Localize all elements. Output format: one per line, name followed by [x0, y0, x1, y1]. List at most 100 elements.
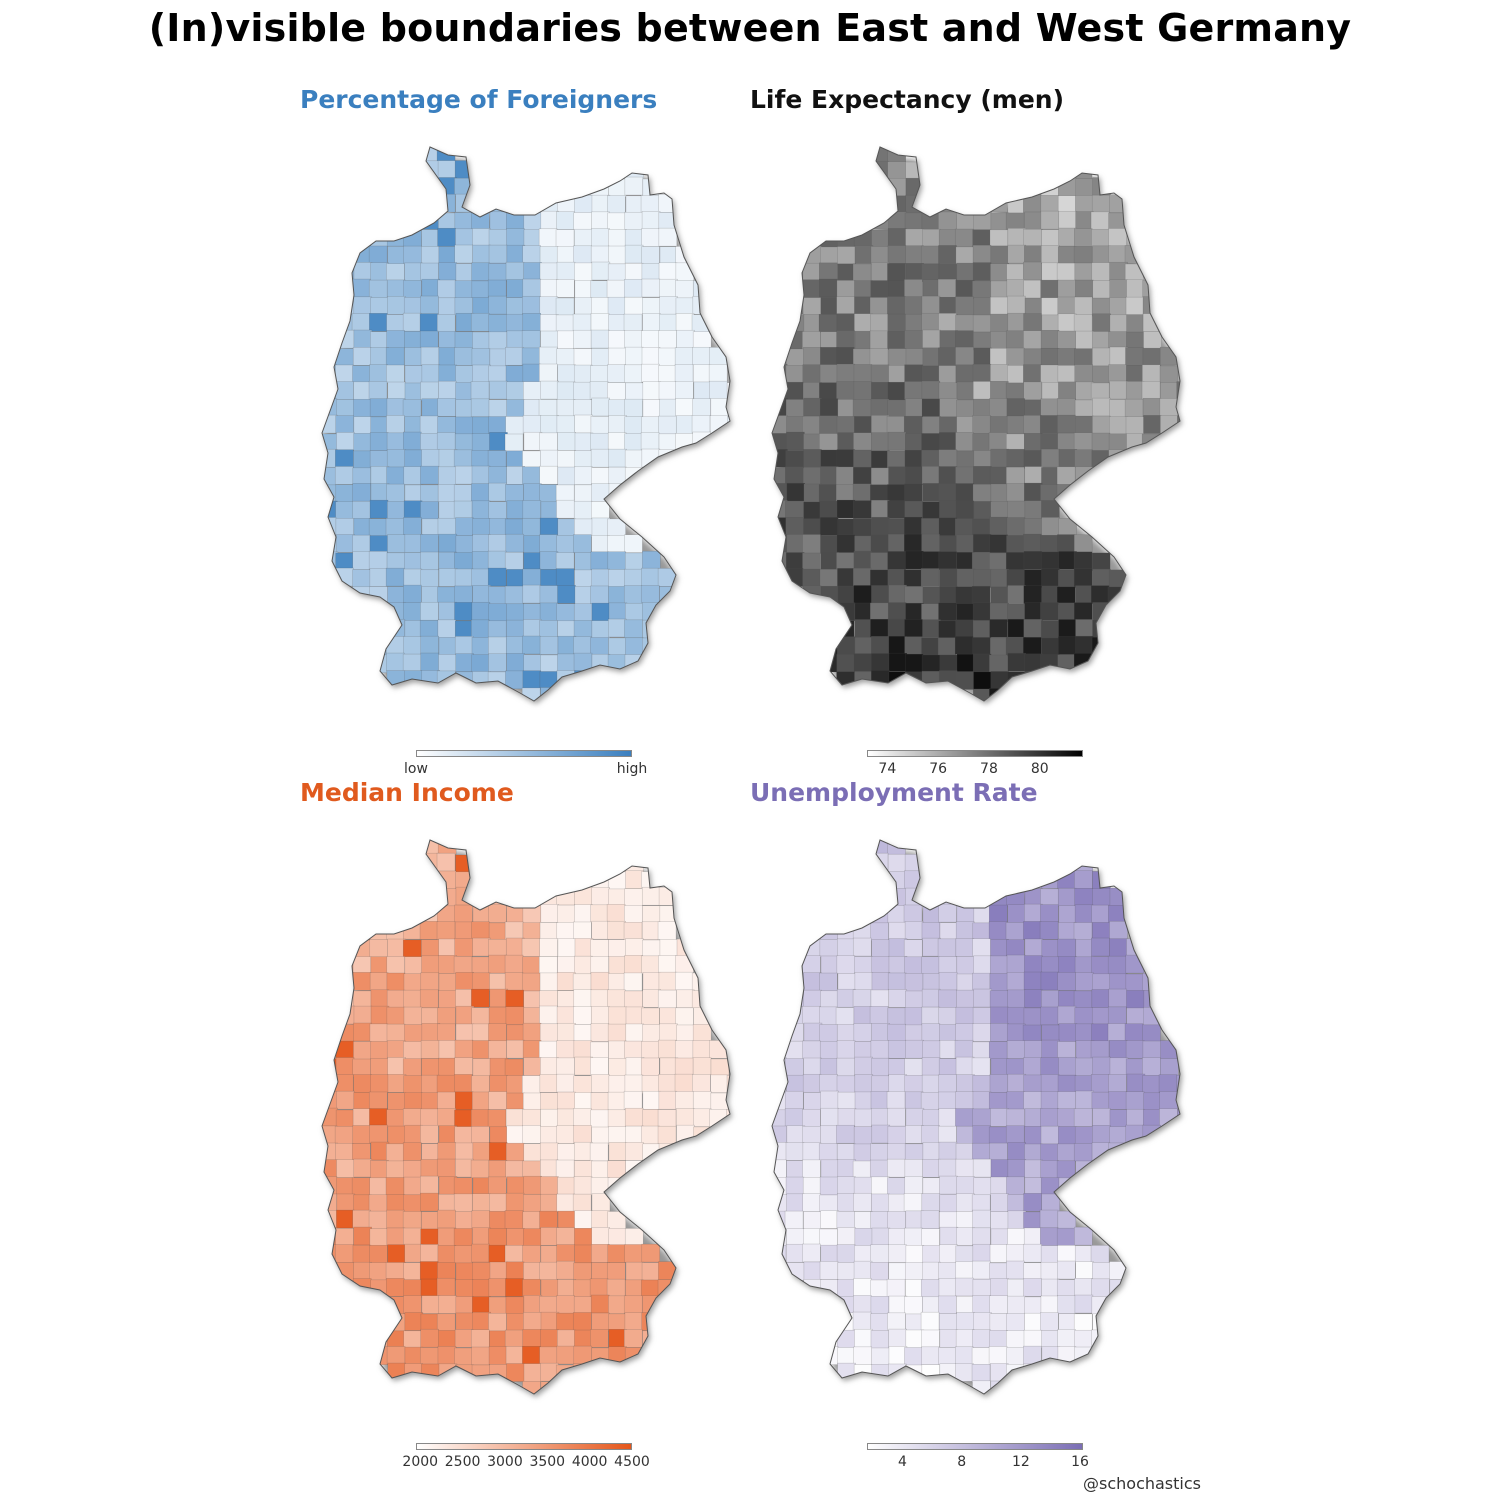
district-cell	[772, 1092, 788, 1111]
district-cell	[956, 211, 975, 230]
district-cell	[402, 1058, 422, 1077]
district-cell	[989, 637, 1009, 657]
district-cell	[1006, 279, 1026, 298]
district-cell	[370, 989, 390, 1009]
district-cell	[784, 330, 804, 350]
district-cell	[1143, 331, 1162, 350]
district-cell	[820, 1090, 839, 1110]
district-cell	[522, 1125, 541, 1144]
district-cell	[641, 1262, 661, 1281]
district-cell	[921, 670, 941, 690]
district-cell	[955, 466, 974, 486]
district-cell	[436, 921, 456, 940]
district-cell	[1074, 228, 1093, 247]
district-cell	[487, 567, 507, 587]
district-cell	[351, 1177, 371, 1196]
district-cell	[624, 364, 643, 384]
district-cell	[1058, 381, 1077, 401]
district-cell	[437, 840, 457, 855]
district-cell	[903, 533, 923, 553]
district-cell	[368, 1194, 388, 1213]
district-cell	[369, 654, 389, 674]
district-cell	[972, 637, 992, 656]
district-cell	[608, 1058, 627, 1077]
district-cell	[922, 1040, 941, 1060]
district-cell	[623, 1090, 643, 1110]
district-cell	[922, 329, 941, 349]
district-cell	[803, 449, 822, 468]
district-cell	[938, 551, 958, 570]
district-cell	[573, 534, 592, 553]
district-cell	[785, 1023, 804, 1042]
district-cell	[470, 312, 490, 332]
district-cell	[608, 330, 627, 349]
district-cell	[938, 347, 957, 366]
district-cell	[1073, 922, 1093, 941]
district-cell	[1074, 1278, 1093, 1297]
district-cell	[1091, 1091, 1111, 1111]
district-cell	[1057, 365, 1077, 384]
district-cell	[990, 1159, 1010, 1178]
district-cell	[454, 160, 474, 179]
district-cell	[870, 160, 889, 180]
district-cell	[1056, 466, 1076, 486]
district-cell	[505, 636, 525, 655]
district-cell	[624, 1228, 644, 1247]
district-cell	[642, 1024, 661, 1043]
district-cell	[539, 363, 558, 383]
district-cell	[421, 1058, 440, 1077]
district-cell	[591, 602, 611, 622]
district-cell	[802, 921, 822, 940]
district-cell	[590, 939, 609, 958]
district-cell	[403, 1041, 422, 1060]
district-cell	[938, 382, 958, 402]
district-cell	[1041, 1039, 1060, 1059]
district-cell	[658, 381, 678, 400]
district-cell	[1143, 1007, 1162, 1026]
district-cell	[956, 956, 976, 975]
district-cell	[624, 888, 643, 907]
district-cell	[837, 1347, 856, 1366]
district-cell	[591, 1074, 610, 1093]
district-cell	[1040, 1125, 1060, 1145]
district-cell	[871, 382, 890, 401]
district-cell	[1125, 416, 1145, 435]
district-cell	[921, 1228, 940, 1247]
district-cell	[903, 1193, 923, 1212]
district-cell	[353, 1005, 373, 1025]
district-cell	[608, 1126, 627, 1145]
district-cell	[404, 1024, 423, 1043]
district-cell	[973, 1312, 992, 1331]
district-cell	[1142, 1057, 1161, 1076]
district-cell	[955, 1142, 975, 1162]
district-cell	[538, 399, 558, 418]
district-cell	[591, 920, 610, 940]
district-cell	[692, 280, 712, 299]
district-cell	[488, 1346, 508, 1365]
district-cell	[1007, 618, 1027, 638]
district-cell	[403, 636, 422, 655]
district-cell	[453, 955, 473, 975]
district-cell	[506, 1363, 525, 1382]
district-cell	[608, 618, 627, 638]
district-cell	[471, 654, 490, 673]
district-cell	[938, 1074, 957, 1093]
district-cell	[819, 568, 839, 588]
district-cell	[1074, 904, 1094, 924]
district-cell	[591, 501, 610, 520]
district-cell	[488, 1023, 507, 1042]
district-cell	[674, 1057, 694, 1077]
district-cell	[420, 1328, 439, 1348]
district-cell	[470, 381, 490, 400]
district-cell	[573, 1006, 592, 1025]
district-cell	[786, 431, 805, 451]
district-cell	[438, 347, 458, 366]
district-cell	[438, 297, 457, 317]
district-cell	[403, 905, 423, 924]
district-cell	[368, 381, 388, 400]
district-cell	[887, 618, 907, 638]
district-cell	[989, 973, 1009, 992]
district-cell	[1074, 1294, 1094, 1314]
district-cell	[921, 518, 940, 537]
district-cell	[403, 466, 423, 485]
